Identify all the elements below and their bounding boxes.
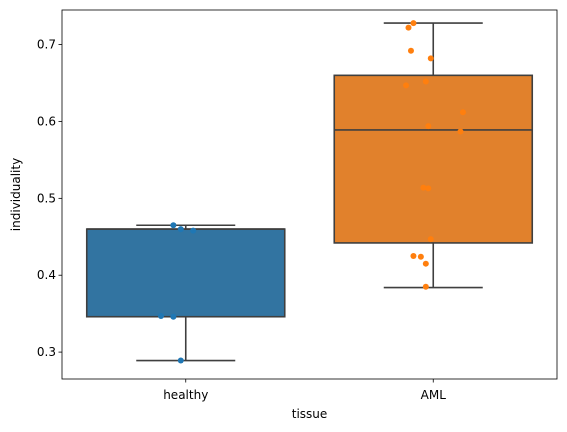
data-point-aml bbox=[459, 109, 466, 116]
y-tick-label: 0.6 bbox=[37, 114, 56, 128]
box-aml bbox=[333, 74, 534, 244]
data-point-aml bbox=[457, 128, 464, 135]
x-axis-label: tissue bbox=[292, 407, 328, 421]
axes-frame bbox=[61, 9, 558, 380]
data-point-aml bbox=[410, 253, 417, 259]
x-tick-label: AML bbox=[421, 388, 447, 402]
data-point-aml bbox=[407, 47, 414, 54]
y-tick-label: 0.4 bbox=[37, 268, 56, 282]
x-tick-label: healthy bbox=[163, 388, 208, 402]
data-point-aml bbox=[422, 78, 429, 85]
y-tick-label: 0.7 bbox=[37, 38, 56, 52]
x-axis-ticks: healthy AML bbox=[163, 379, 446, 402]
data-point-aml bbox=[422, 260, 429, 267]
data-point-aml bbox=[427, 236, 434, 243]
data-point-healthy bbox=[158, 312, 164, 319]
data-point-aml bbox=[425, 185, 432, 192]
data-point-aml bbox=[420, 184, 427, 191]
data-point-healthy bbox=[170, 313, 177, 320]
y-tick-label: 0.5 bbox=[37, 191, 56, 205]
data-point-aml bbox=[405, 24, 412, 31]
y-axis-label: individuality bbox=[9, 158, 23, 231]
data-point-aml bbox=[427, 55, 434, 62]
data-point-aml bbox=[422, 283, 429, 290]
box-healthy bbox=[85, 228, 286, 318]
data-point-healthy bbox=[170, 222, 177, 229]
y-tick-label: 0.3 bbox=[37, 345, 56, 359]
plot-area bbox=[85, 20, 534, 364]
y-axis-ticks: 0.3 0.4 0.5 0.6 0.7 bbox=[37, 38, 62, 359]
data-point-healthy bbox=[190, 227, 197, 234]
data-point-healthy bbox=[177, 226, 184, 233]
data-point-aml bbox=[417, 253, 424, 260]
data-point-aml bbox=[425, 123, 432, 130]
data-point-aml bbox=[403, 82, 410, 89]
data-point-aml bbox=[410, 20, 417, 27]
data-point-healthy bbox=[177, 357, 184, 364]
